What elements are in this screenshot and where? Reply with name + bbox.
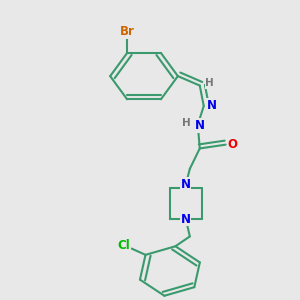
Text: N: N <box>195 119 205 132</box>
Text: Cl: Cl <box>117 239 130 252</box>
Text: N: N <box>207 99 217 112</box>
Text: N: N <box>181 178 191 191</box>
Text: H: H <box>205 78 214 88</box>
Text: O: O <box>228 137 238 151</box>
Text: Br: Br <box>120 25 134 38</box>
Text: N: N <box>181 213 191 226</box>
Text: H: H <box>182 118 191 128</box>
